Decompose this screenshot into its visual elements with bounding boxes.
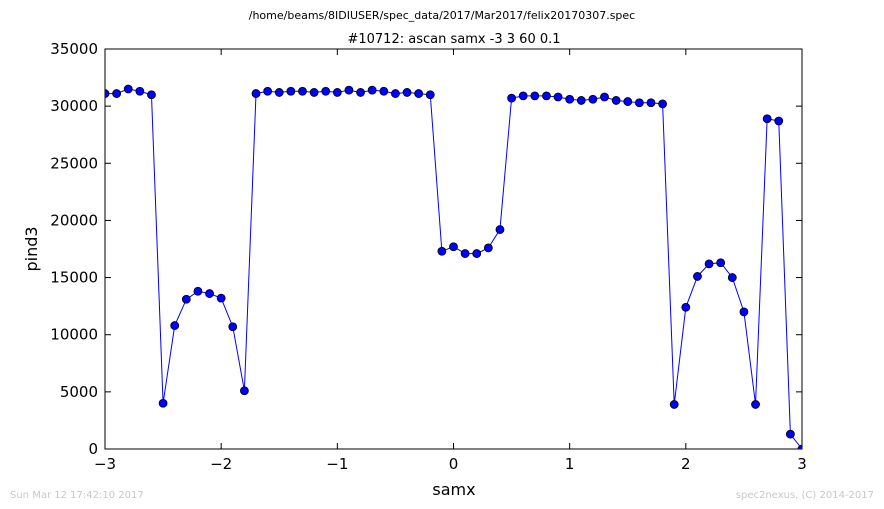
data-point [379,86,389,96]
data-point [588,94,598,104]
data-point [600,92,609,102]
y-tick-label: 20000 [50,211,98,229]
data-point [367,85,377,95]
footer-credit: spec2nexus, (C) 2014-2017 [736,490,874,501]
data-point [449,242,458,252]
x-tick-label: 0 [449,455,459,473]
data-point [309,88,319,97]
data-point [518,91,528,101]
x-tick-label: 1 [565,455,575,473]
data-point [460,249,470,258]
series-markers [105,84,802,449]
series-line [105,88,803,450]
scan-title: #10712: ascan samx -3 3 60 0.1 [347,32,560,47]
data-point [530,91,540,101]
file-path-title: /home/beams/8IDIUSER/spec_data/2017/Mar2… [249,9,635,22]
data-point [483,243,493,253]
data-point [135,86,145,96]
data-point [193,286,203,296]
y-axis-label: pind3 [22,226,41,271]
data-point [762,114,772,124]
y-tick-label: 35000 [50,40,98,58]
data-point [716,258,726,268]
y-tick-label: 15000 [50,269,98,287]
y-tick-label: 30000 [50,97,98,115]
data-point [112,89,122,98]
data-point [751,400,760,409]
y-tick-label: 25000 [50,154,98,172]
data-point [425,90,435,100]
data-point [263,86,273,96]
data-point [170,321,180,330]
data-point [437,246,447,256]
data-point [658,99,667,109]
data-point [669,400,679,409]
y-tick-label: 0 [88,440,98,458]
data-point [565,94,575,104]
data-point [321,86,331,96]
data-point [774,116,784,126]
plot-area: −3 −2 −1 0 1 2 3 0 5000 10000 15000 20000 25000 30000… [50,40,806,473]
data-point [542,91,551,101]
data-point [797,444,802,449]
data-point [623,97,633,106]
data-point [646,98,656,108]
data-point [251,89,261,98]
data-point [402,88,412,97]
y-tick-label: 5000 [60,383,98,401]
x-tick-label: 2 [681,455,691,473]
data-point [228,322,238,332]
x-tick-label: −3 [94,455,116,473]
data-point [356,88,365,97]
data-point [681,302,691,312]
data-point [727,273,737,282]
data-point [611,96,621,105]
data-point [576,96,586,105]
data-point [239,386,249,396]
x-tick-label: −2 [210,455,232,473]
data-point [105,89,110,98]
data-point [739,307,749,317]
data-point [785,429,795,439]
data-point [634,98,644,108]
data-point [414,89,424,98]
data-point [332,88,342,97]
data-point [298,86,307,96]
data-point [205,289,214,298]
data-point [693,272,702,281]
y-tick-label: 10000 [50,326,98,344]
data-point [507,93,516,103]
data-point [553,92,563,102]
data-point [495,225,505,234]
data-point [216,293,226,303]
data-point [391,89,400,98]
data-point [123,84,133,94]
footer-timestamp: Sun Mar 12 17:42:10 2017 [10,490,144,501]
data-point [286,86,296,96]
x-axis-label: samx [432,480,475,499]
x-tick-label: 3 [797,455,807,473]
x-tick-label: −1 [326,455,348,473]
data-point [274,88,284,97]
data-point [344,85,354,95]
data-point [158,398,168,408]
data-point [147,90,156,100]
data-point [472,249,482,258]
data-point [181,294,191,304]
data-point [704,259,714,269]
